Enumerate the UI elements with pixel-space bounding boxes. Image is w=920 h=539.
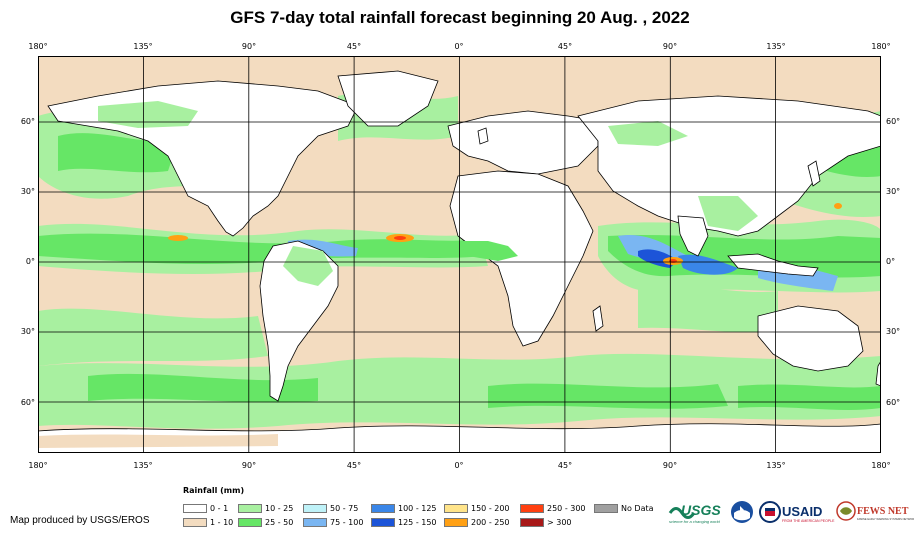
legend-swatch [371,517,395,527]
legend-swatch [183,503,207,513]
legend-label: 100 - 125 [398,503,437,513]
svg-text:USAID: USAID [782,504,822,519]
land-rain-areas [38,101,758,448]
legend-swatch [303,517,327,527]
australia [757,305,864,372]
usaid-logo-image: USAID FROM THE AMERICAN PEOPLE [759,501,835,523]
fewsnet-logo-image: FEWS NET FAMINE EARLY WARNING SYSTEMS NE… [836,501,914,521]
lon-label-bottom-135w: 135° [133,461,153,470]
lat-label-right-30n: 30° [886,187,901,196]
noaa-logo [730,500,754,524]
indonesia [727,253,819,277]
legend-label: 0 - 1 [210,503,229,513]
lon-label-top-90w: 90° [241,42,257,51]
legend-label: 125 - 150 [398,517,437,527]
lon-label-bottom-180w: 180° [28,461,48,470]
svg-text:FAMINE EARLY WARNING SYSTEMS N: FAMINE EARLY WARNING SYSTEMS NETWORK [857,517,914,521]
map-title: GFS 7-day total rainfall forecast beginn… [230,8,690,27]
legend-label: 150 - 200 [471,503,510,513]
legend-swatch [238,517,262,527]
lon-label-bottom-0: 0° [454,461,464,470]
lat-label-left-30n: 30° [20,187,35,196]
legend-swatch [520,503,544,513]
legend-label: 200 - 250 [471,517,510,527]
usaid-logo: USAID FROM THE AMERICAN PEOPLE [759,499,837,525]
legend-swatch [444,517,468,527]
legend-item-over-300: > 300 [520,517,572,527]
lat-label-left-60n: 60° [20,117,35,126]
noaa-logo-image [731,501,753,523]
legend-label: 25 - 50 [265,517,294,527]
legend-label: 10 - 25 [265,503,294,513]
europe [447,110,599,175]
legend-swatch [444,503,468,513]
legend-swatch [594,503,618,513]
lon-label-bottom-180e: 180° [871,461,891,470]
lon-label-top-180e: 180° [871,42,891,51]
lon-label-bottom-45w: 45° [346,461,362,470]
lon-label-top-45e: 45° [557,42,573,51]
usgs-logo: USGS science for a changing world [668,499,728,525]
lon-label-top-135e: 135° [766,42,786,51]
lon-label-top-90e: 90° [662,42,678,51]
legend-item-100-125: 100 - 125 [371,503,437,513]
legend-swatch [238,503,262,513]
lon-label-top-180w: 180° [28,42,48,51]
lat-label-right-60n: 60° [886,117,901,126]
svg-text:FROM THE AMERICAN PEOPLE: FROM THE AMERICAN PEOPLE [782,519,835,523]
legend-swatch [520,517,544,527]
lat-label-right-30s: 30° [886,327,901,336]
greenland [337,70,439,127]
legend-item-25-50: 25 - 50 [238,517,293,527]
lon-label-top-45w: 45° [346,42,362,51]
legend-swatch [371,503,395,513]
svg-text:FEWS NET: FEWS NET [857,506,909,517]
legend-title: Rainfall (mm) [183,486,245,495]
legend-label: 1 - 10 [210,517,234,527]
lon-label-top-0: 0° [454,42,464,51]
legend-label: 50 - 75 [330,503,359,513]
svg-text:USGS: USGS [681,502,721,518]
madagascar [592,305,604,332]
japan [807,160,821,187]
lon-label-bottom-45e: 45° [557,461,573,470]
rainfall-map[interactable] [38,56,881,453]
rain-150-plus-spots [168,203,842,265]
legend-item-1-10: 1 - 10 [183,517,233,527]
svg-text:science for a changing world: science for a changing world [669,519,720,524]
lat-label-right-0: 0° [886,257,896,266]
legend-item-250-300: 250 - 300 [520,503,586,513]
lat-label-right-60s: 60° [886,398,901,407]
lat-label-left-30s: 30° [20,327,35,336]
uk [477,127,489,145]
map-credit: Map produced by USGS/EROS [10,515,150,526]
lon-label-bottom-135e: 135° [766,461,786,470]
lat-label-left-60s: 60° [20,398,35,407]
map-frame [38,56,881,453]
legend-item-no-data: No Data [594,503,654,513]
legend-swatch [303,503,327,513]
legend-item-0-1: 0 - 1 [183,503,228,513]
legend-label: 250 - 300 [547,503,586,513]
legend-item-50-75: 50 - 75 [303,503,358,513]
legend-label: 75 - 100 [330,517,364,527]
legend-label: > 300 [547,517,572,527]
india [677,215,709,257]
legend-item-150-200: 150 - 200 [444,503,510,513]
graticule [38,56,881,453]
lon-label-bottom-90e: 90° [662,461,678,470]
legend-label: No Data [621,503,654,513]
fewsnet-logo: FEWS NET FAMINE EARLY WARNING SYSTEMS NE… [836,499,914,525]
lat-label-left-0: 0° [25,257,35,266]
legend-item-200-250: 200 - 250 [444,517,510,527]
legend-item-10-25: 10 - 25 [238,503,293,513]
legend-item-75-100: 75 - 100 [303,517,363,527]
lon-label-top-135w: 135° [133,42,153,51]
lon-label-bottom-90w: 90° [241,461,257,470]
legend-swatch [183,517,207,527]
usgs-logo-image: USGS science for a changing world [668,502,721,524]
legend-item-125-150: 125 - 150 [371,517,437,527]
